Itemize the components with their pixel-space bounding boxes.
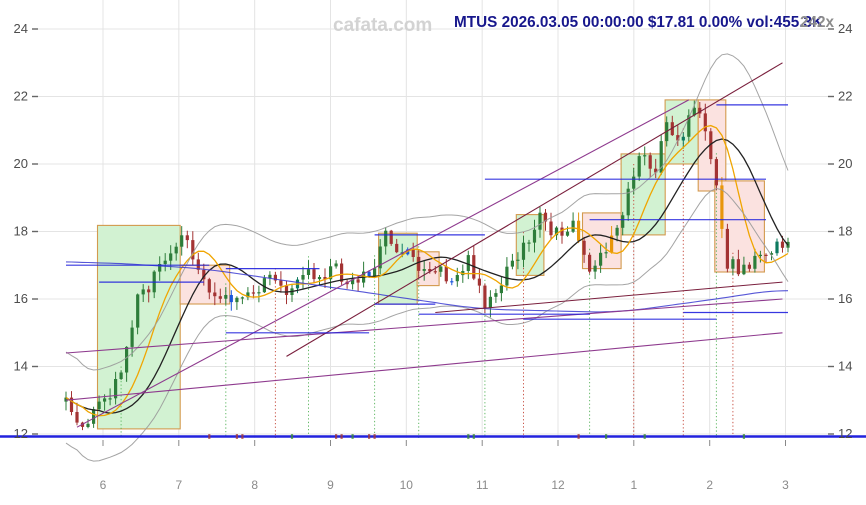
svg-text:9: 9	[327, 478, 334, 492]
svg-text:22: 22	[838, 89, 852, 104]
svg-text:18: 18	[14, 224, 28, 239]
svg-text:22: 22	[14, 89, 28, 104]
svg-text:8: 8	[251, 478, 258, 492]
svg-text:18: 18	[838, 224, 852, 239]
svg-text:3: 3	[782, 478, 789, 492]
svg-text:14: 14	[838, 359, 852, 374]
svg-text:24: 24	[838, 21, 852, 36]
svg-text:6: 6	[100, 478, 107, 492]
svg-text:14: 14	[14, 359, 28, 374]
svg-text:16: 16	[14, 291, 28, 306]
svg-text:12: 12	[14, 426, 28, 441]
svg-text:16: 16	[838, 291, 852, 306]
svg-text:20: 20	[838, 156, 852, 171]
svg-text:7: 7	[175, 478, 182, 492]
svg-text:20: 20	[14, 156, 28, 171]
svg-text:12: 12	[551, 478, 565, 492]
svg-text:2: 2	[706, 478, 713, 492]
svg-text:1: 1	[630, 478, 637, 492]
svg-text:24: 24	[14, 21, 28, 36]
svg-text:10: 10	[400, 478, 414, 492]
svg-text:11: 11	[476, 478, 489, 492]
svg-text:12: 12	[838, 426, 852, 441]
